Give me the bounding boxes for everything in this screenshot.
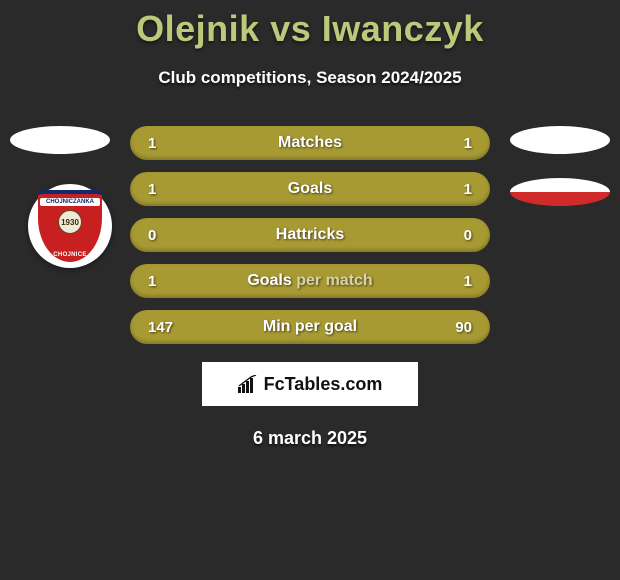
- stat-row: 1 Goals per match 1: [130, 264, 490, 298]
- club-badge-icon: CHOJNICZANKA 1930 CHOJNICE: [28, 184, 112, 268]
- stat-left-value: 1: [148, 135, 156, 152]
- stat-right-value: 90: [455, 319, 472, 336]
- stat-row: 147 Min per goal 90: [130, 310, 490, 344]
- stat-right-value: 1: [464, 181, 472, 198]
- stat-right-value: 0: [464, 227, 472, 244]
- flag-left-icon: [10, 126, 110, 154]
- bar-chart-icon: [238, 375, 258, 393]
- stat-left-value: 1: [148, 181, 156, 198]
- stat-label: Matches: [278, 134, 342, 152]
- brand-text: FcTables.com: [264, 374, 383, 395]
- stat-left-value: 0: [148, 227, 156, 244]
- flag-right-2-icon: [510, 178, 610, 206]
- stat-label: Goals per match: [247, 272, 372, 290]
- stat-right-value: 1: [464, 273, 472, 290]
- stat-right-value: 1: [464, 135, 472, 152]
- badge-year: 1930: [61, 218, 79, 227]
- stat-row: 0 Hattricks 0: [130, 218, 490, 252]
- flag-right-1-icon: [510, 126, 610, 154]
- stat-label: Hattricks: [276, 226, 344, 244]
- page-date: 6 march 2025: [0, 428, 620, 449]
- stats-container: CHOJNICZANKA 1930 CHOJNICE 1 Matches 1 1…: [0, 126, 620, 344]
- stat-label: Min per goal: [263, 318, 357, 336]
- page-subtitle: Club competitions, Season 2024/2025: [0, 68, 620, 88]
- badge-top-label: CHOJNICZANKA: [40, 198, 100, 206]
- stat-label: Goals: [288, 180, 332, 198]
- stat-left-value: 1: [148, 273, 156, 290]
- badge-bottom-label: CHOJNICE: [53, 252, 86, 258]
- page-title: Olejnik vs Iwanczyk: [0, 0, 620, 50]
- stat-left-value: 147: [148, 319, 173, 336]
- badge-ball-icon: 1930: [58, 210, 82, 234]
- brand-box: FcTables.com: [202, 362, 418, 406]
- stat-row: 1 Matches 1: [130, 126, 490, 160]
- club-badge-shield-icon: CHOJNICZANKA 1930 CHOJNICE: [38, 190, 102, 262]
- stat-row: 1 Goals 1: [130, 172, 490, 206]
